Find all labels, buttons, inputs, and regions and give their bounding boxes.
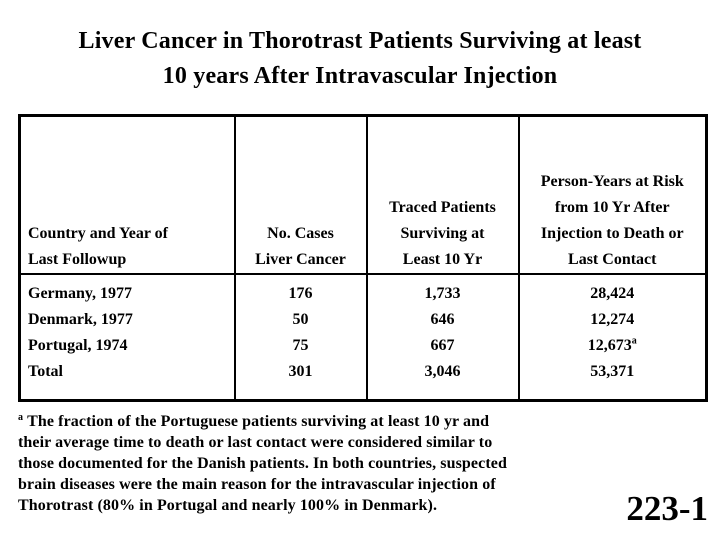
cell-country: Denmark, 1977: [18, 307, 236, 333]
table-header-row: Country and Year of Last Followup No. Ca…: [18, 115, 708, 275]
cell-traced: 3,046: [365, 359, 520, 385]
page-number: 223-1: [626, 489, 708, 528]
spacer-cell: [233, 385, 368, 401]
table-row-total: Total 301 3,046 53,371: [18, 359, 708, 385]
slide-title-line-1: Liver Cancer in Thorotrast Patients Surv…: [78, 28, 642, 54]
cell-traced: 1,733: [365, 274, 520, 307]
cell-traced: 667: [365, 333, 520, 359]
header-line: Last Contact: [568, 251, 657, 268]
cell-country: Portugal, 1974: [18, 333, 236, 359]
header-line: Traced Patients: [389, 199, 496, 216]
header-line: No. Cases: [267, 225, 334, 242]
table-spacer-row: [18, 385, 708, 401]
header-line: Surviving at: [400, 225, 485, 242]
header-line: Injection to Death or: [540, 225, 684, 242]
cell-person-years: 28,424: [517, 274, 708, 307]
cell-country: Germany, 1977: [18, 274, 236, 307]
person-years-value: 12,274: [590, 311, 635, 328]
column-header-traced: Traced Patients Surviving at Least 10 Yr: [365, 115, 520, 275]
cell-country: Total: [18, 359, 236, 385]
person-years-value: 53,371: [590, 363, 635, 380]
spacer-cell: [517, 385, 708, 401]
data-table: Country and Year of Last Followup No. Ca…: [18, 114, 708, 402]
cell-person-years: 53,371: [517, 359, 708, 385]
cell-cases: 75: [233, 333, 368, 359]
footnote-marker: a: [18, 411, 24, 423]
cell-cases: 50: [233, 307, 368, 333]
cell-cases: 301: [233, 359, 368, 385]
footnote-line: a The fraction of the Portuguese patients…: [18, 411, 603, 432]
footnote-ref: a: [631, 335, 637, 347]
header-line: Person-Years at Risk: [540, 173, 684, 190]
cell-cases: 176: [233, 274, 368, 307]
header-line: Least 10 Yr: [402, 251, 483, 268]
header-line: Country and Year of: [28, 225, 169, 242]
table-header: Country and Year of Last Followup No. Ca…: [18, 115, 708, 275]
footnote-line: their average time to death or last cont…: [18, 434, 493, 451]
footnote-line: those documented for the Danish patients…: [18, 455, 507, 472]
cell-traced: 646: [365, 307, 520, 333]
slide-title-line-2: 10 years After Intravascular Injection: [162, 63, 558, 89]
table-row-denmark: Denmark, 1977 50 646 12,274: [18, 307, 708, 333]
column-header-person-years: Person-Years at Risk from 10 Yr After In…: [517, 115, 708, 275]
footnote-text: The fraction of the Portuguese patients …: [27, 413, 490, 430]
person-years-value: 28,424: [590, 285, 635, 302]
cell-person-years: 12,274: [517, 307, 708, 333]
spacer-cell: [365, 385, 520, 401]
footnote-line: Thorotrast (80% in Portugal and nearly 1…: [18, 497, 438, 514]
table-row-germany: Germany, 1977 176 1,733 28,424: [18, 274, 708, 307]
person-years-value: 12,673: [587, 337, 632, 354]
footnote-line: brain diseases were the main reason for …: [18, 476, 496, 493]
header-line: Liver Cancer: [255, 251, 346, 268]
table-body: Germany, 1977 176 1,733 28,424 Denmark, …: [18, 274, 708, 401]
slide-title: Liver Cancer in Thorotrast Patients Surv…: [0, 24, 720, 94]
column-header-cases: No. Cases Liver Cancer: [233, 115, 368, 275]
cell-person-years: 12,673a: [517, 333, 708, 359]
column-header-country: Country and Year of Last Followup: [18, 115, 236, 275]
spacer-cell: [18, 385, 236, 401]
header-line: from 10 Yr After: [554, 199, 670, 216]
footnote: a The fraction of the Portuguese patients…: [18, 411, 603, 516]
header-line: Last Followup: [28, 251, 127, 268]
table-row-portugal: Portugal, 1974 75 667 12,673a: [18, 333, 708, 359]
